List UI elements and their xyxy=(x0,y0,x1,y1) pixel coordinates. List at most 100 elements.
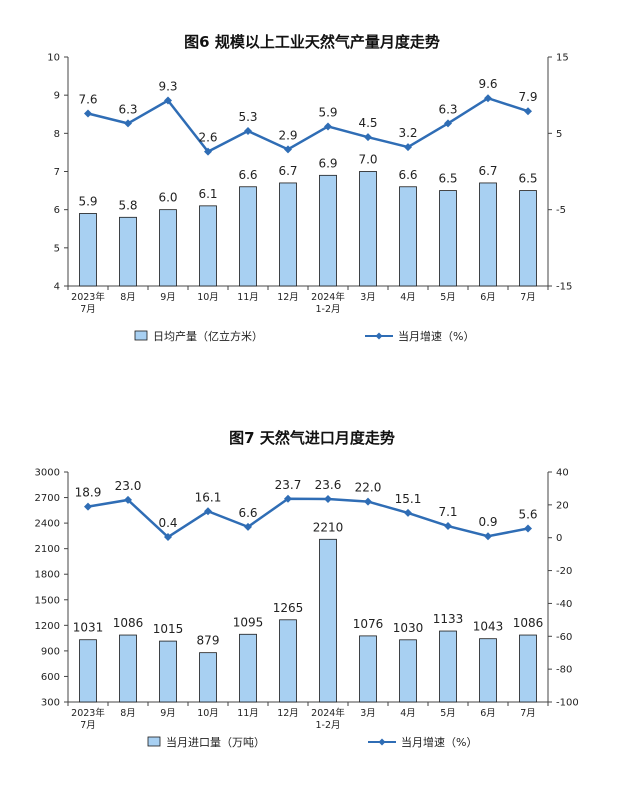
legend-bar-label: 当月进口量（万吨） xyxy=(166,735,265,749)
line-value-label: 5.3 xyxy=(238,110,257,124)
bar-value-label: 6.7 xyxy=(478,164,497,178)
bar-value-label: 6.9 xyxy=(318,156,337,170)
bar-value-label: 6.1 xyxy=(198,187,217,201)
line-value-label: 3.2 xyxy=(398,126,417,140)
legend-line-label: 当月增速（%） xyxy=(398,329,474,343)
x-tick-label: 8月 xyxy=(120,708,136,719)
x-tick-label-line: 2023年 xyxy=(71,291,105,303)
line-point xyxy=(404,143,412,152)
x-tick-label: 6月 xyxy=(480,708,496,719)
y-left-tick-label: 5 xyxy=(54,243,60,254)
line-value-label: 5.6 xyxy=(518,508,537,522)
line-value-label: 23.0 xyxy=(115,479,142,493)
x-tick-label-line: 1-2月 xyxy=(315,304,340,315)
x-tick-label-line: 2023年 xyxy=(71,707,105,719)
bar xyxy=(159,209,177,287)
x-tick-label-line: 7月 xyxy=(520,292,536,303)
line-point xyxy=(84,502,92,511)
line-point xyxy=(124,495,132,504)
y-right-tick-label: -80 xyxy=(556,665,572,676)
line-value-label: 0.9 xyxy=(478,515,497,529)
line-value-label: 9.3 xyxy=(158,80,177,94)
bar-value-label: 1133 xyxy=(433,612,464,626)
y-right-tick-label: -20 xyxy=(556,566,572,577)
x-tick-label-line: 3月 xyxy=(360,708,376,719)
line-value-label: 18.9 xyxy=(75,486,102,500)
line-value-label: 5.9 xyxy=(318,105,337,119)
line-point xyxy=(364,497,372,506)
x-tick-label-line: 1-2月 xyxy=(315,720,340,731)
series-line xyxy=(87,497,529,539)
line-point xyxy=(244,127,252,136)
x-tick-label: 5月 xyxy=(440,292,456,303)
bar xyxy=(519,190,537,287)
bar-value-label: 6.6 xyxy=(398,168,417,182)
bar xyxy=(119,216,137,287)
y-right-tick-label: 15 xyxy=(556,53,569,64)
bar xyxy=(479,182,497,287)
bar-series: 1031 1086 1015 879 1095 1265 2210 1076 1030 1133 1… xyxy=(73,520,543,703)
line-point xyxy=(124,119,132,128)
x-tick-label-line: 6月 xyxy=(480,708,496,719)
x-tick-label-line: 6月 xyxy=(480,292,496,303)
line-value-label: 23.6 xyxy=(315,478,342,492)
bar-value-label: 5.8 xyxy=(118,198,137,212)
axes: 300 600 900 1200 1500 1800 2100 2400 2700 3000 -10… xyxy=(35,468,579,732)
y-left-tick-label: 1200 xyxy=(35,621,60,632)
bar xyxy=(399,639,417,703)
bar-value-label: 6.0 xyxy=(158,191,177,205)
line-point xyxy=(284,145,292,154)
line-point xyxy=(204,507,212,516)
line-point xyxy=(484,532,492,541)
line-value-label: 4.5 xyxy=(358,116,377,130)
y-right-tick-label: -15 xyxy=(556,282,572,293)
line-value-label: 0.4 xyxy=(158,516,177,530)
bar-value-label: 6.5 xyxy=(518,172,537,186)
bar xyxy=(359,635,377,703)
line-value-label: 2.9 xyxy=(278,128,297,142)
line-point xyxy=(444,119,452,128)
legend-bar-label: 日均产量（亿立方米） xyxy=(153,329,263,343)
x-tick-label: 12月 xyxy=(277,708,299,719)
y-left-tick-label: 2400 xyxy=(35,519,60,530)
bar xyxy=(479,638,497,703)
legend-bar-swatch xyxy=(147,736,161,747)
x-tick-label: 7月 xyxy=(520,292,536,303)
bar-value-label: 7.0 xyxy=(358,153,377,167)
bar xyxy=(439,190,457,287)
line-point xyxy=(524,524,532,533)
x-tick-label-line: 8月 xyxy=(120,292,136,303)
line-value-label: 22.0 xyxy=(355,481,382,495)
x-tick-label: 2024年 1-2月 xyxy=(311,707,345,731)
bar-value-label: 6.6 xyxy=(238,168,257,182)
x-tick-label: 7月 xyxy=(520,708,536,719)
line-point xyxy=(484,94,492,103)
x-tick-label: 10月 xyxy=(197,292,219,303)
y-left-tick-label: 3000 xyxy=(35,468,60,479)
bar-value-label: 1030 xyxy=(393,621,424,635)
x-tick-label: 2024年 1-2月 xyxy=(311,291,345,315)
line-value-label: 6.3 xyxy=(118,102,137,116)
bar-value-label: 1265 xyxy=(273,601,304,615)
x-tick-label: 11月 xyxy=(237,292,259,303)
x-tick-label: 9月 xyxy=(160,708,176,719)
y-right-tick-label: 20 xyxy=(556,500,569,511)
y-right-tick-label: 5 xyxy=(556,129,562,140)
line-point xyxy=(324,494,332,503)
bar xyxy=(199,652,217,703)
line-value-label: 23.7 xyxy=(275,478,302,492)
line-value-label: 9.6 xyxy=(478,77,497,91)
bar-value-label: 1095 xyxy=(233,615,264,629)
y-left-tick-label: 7 xyxy=(54,167,60,178)
x-tick-label: 3月 xyxy=(360,292,376,303)
bar xyxy=(359,171,377,287)
x-tick-label: 4月 xyxy=(400,708,416,719)
bar-value-label: 1015 xyxy=(153,622,184,636)
y-right-tick-label: -40 xyxy=(556,599,572,610)
bar-value-label: 6.7 xyxy=(278,164,297,178)
x-tick-label: 12月 xyxy=(277,292,299,303)
chart-title: 图7 天然气进口月度走势 xyxy=(229,429,395,447)
bar-value-label: 1086 xyxy=(113,616,144,630)
